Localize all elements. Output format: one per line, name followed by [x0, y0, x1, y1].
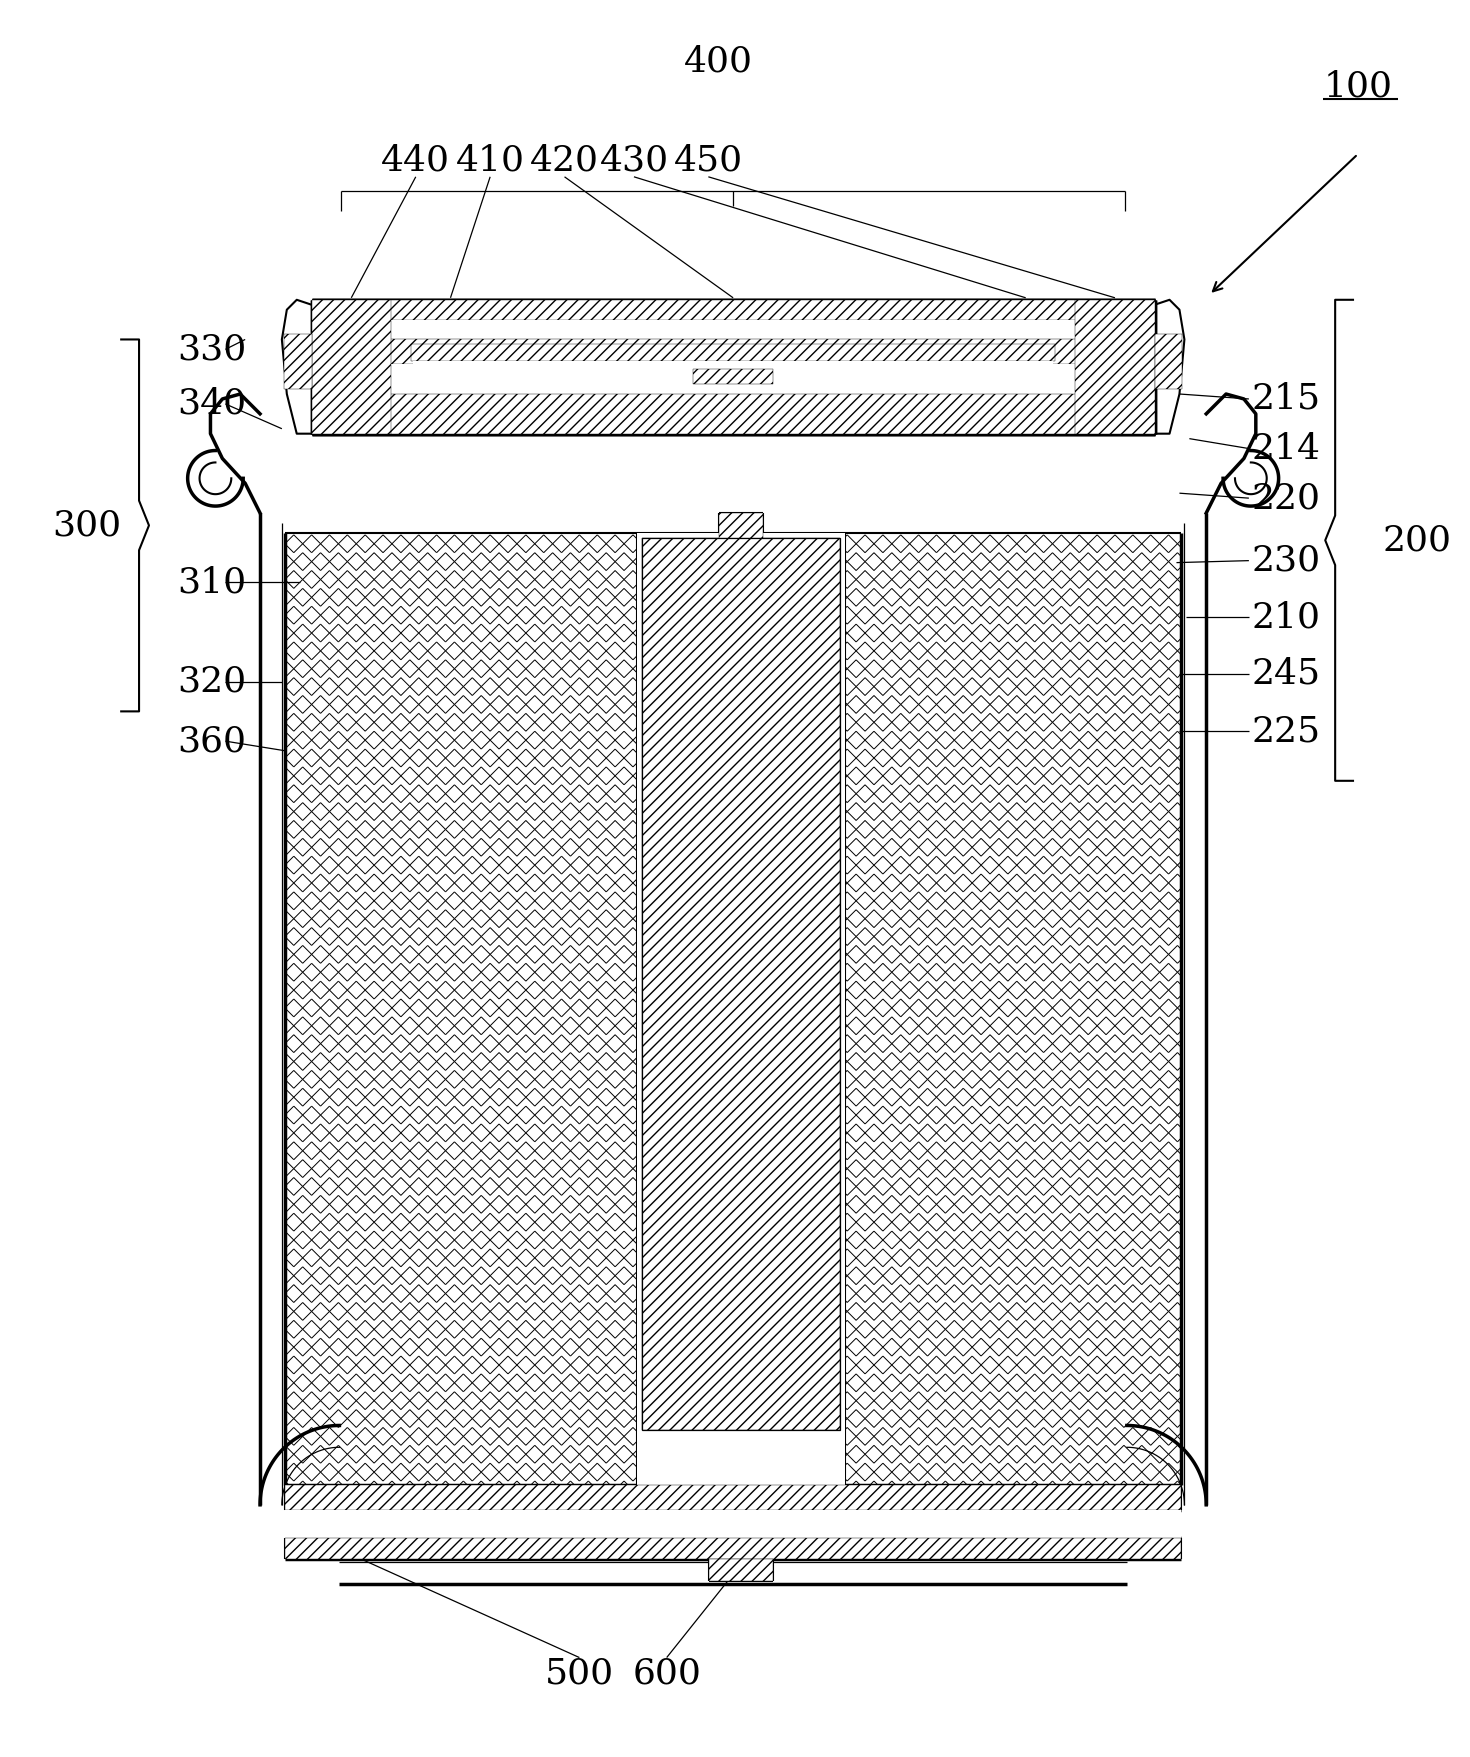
Text: 214: 214 [1252, 432, 1322, 466]
Bar [312, 394, 1154, 434]
Bar [694, 369, 773, 385]
Bar [642, 538, 841, 1430]
Bar [637, 532, 845, 1485]
Bar [1076, 300, 1154, 434]
Text: 210: 210 [1252, 601, 1322, 634]
Bar [312, 339, 1154, 364]
Text: 430: 430 [600, 144, 669, 177]
Text: 410: 410 [456, 144, 525, 177]
Text: 100: 100 [1323, 70, 1392, 104]
Text: 225: 225 [1252, 713, 1322, 748]
Text: 600: 600 [632, 1657, 701, 1690]
Bar [284, 334, 312, 388]
Bar [642, 538, 841, 1430]
Bar [1154, 334, 1182, 388]
Bar [719, 513, 763, 538]
Text: 420: 420 [531, 144, 600, 177]
Text: 230: 230 [1252, 543, 1322, 578]
Text: 320: 320 [178, 664, 247, 699]
Bar [312, 320, 1154, 339]
Bar [413, 362, 1054, 381]
Text: 245: 245 [1252, 657, 1322, 691]
Bar [710, 1560, 773, 1581]
Bar [285, 1485, 1182, 1509]
Bar [312, 300, 1154, 320]
Text: 400: 400 [684, 44, 753, 79]
Text: 220: 220 [1252, 481, 1322, 515]
Bar [410, 344, 1055, 362]
Text: 360: 360 [178, 724, 247, 757]
Bar [282, 532, 1185, 1485]
Text: 215: 215 [1252, 381, 1322, 416]
Text: 310: 310 [178, 566, 247, 599]
Bar [312, 364, 1154, 394]
Bar [285, 1509, 1182, 1537]
Text: 300: 300 [51, 508, 121, 543]
Text: 330: 330 [178, 332, 247, 367]
Text: 500: 500 [545, 1657, 614, 1690]
Text: 200: 200 [1383, 524, 1452, 557]
Text: 340: 340 [178, 387, 247, 422]
Text: 450: 450 [673, 144, 742, 177]
Bar [285, 1537, 1182, 1560]
Text: 440: 440 [381, 144, 450, 177]
Bar [312, 300, 391, 434]
